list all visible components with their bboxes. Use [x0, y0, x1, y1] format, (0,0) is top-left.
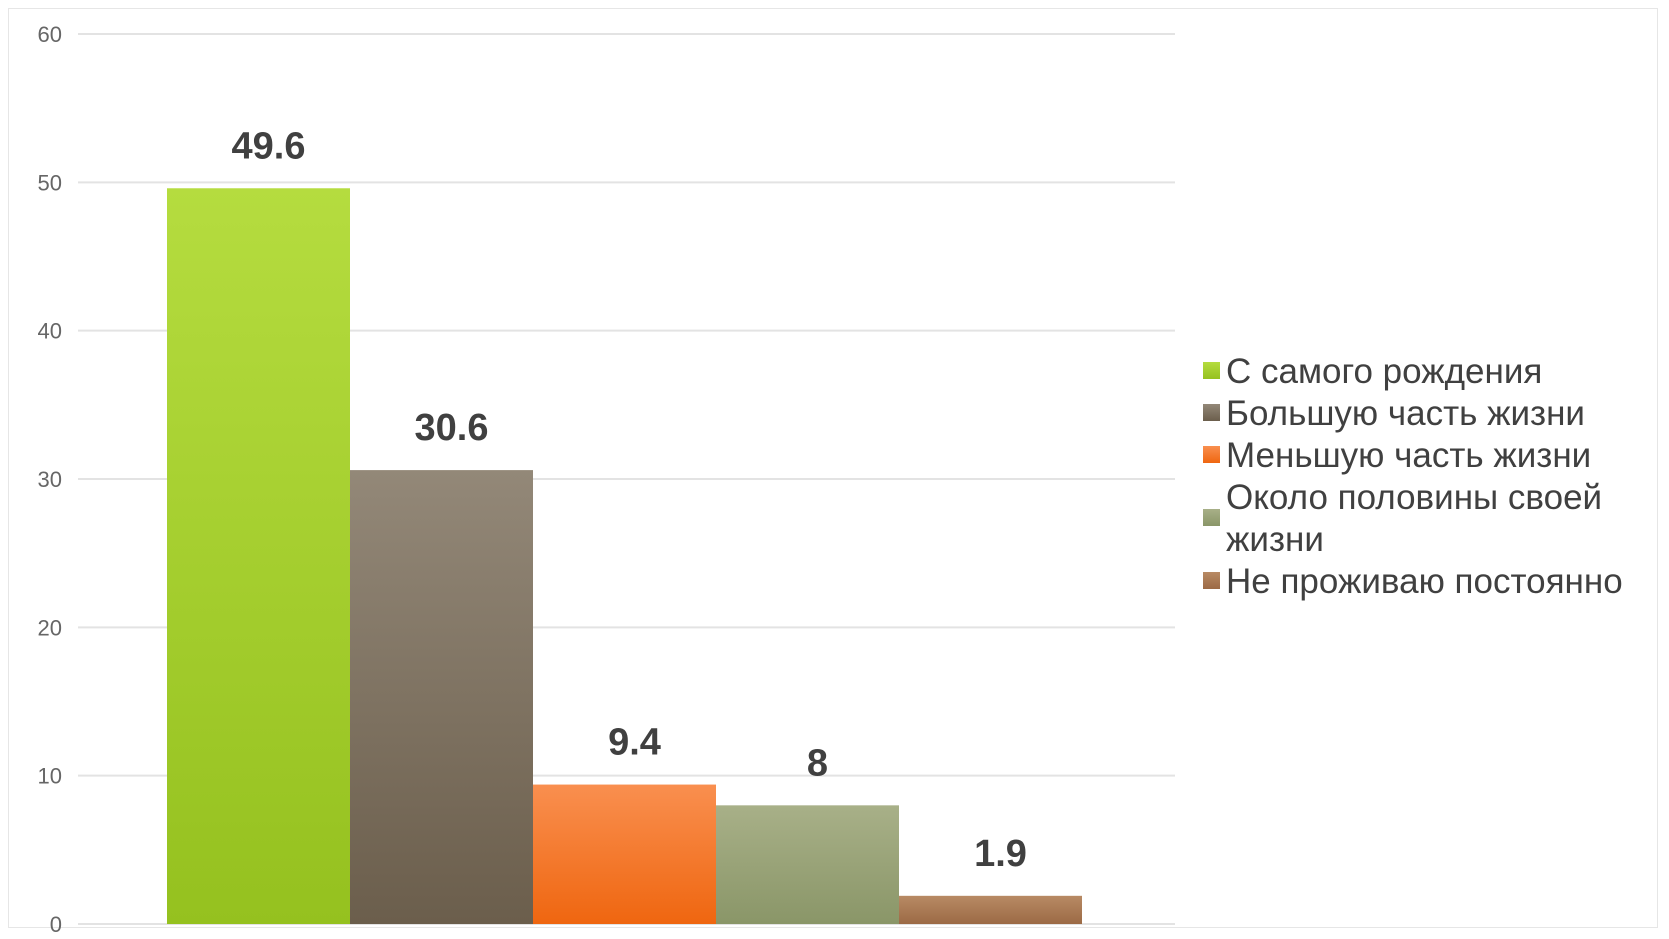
data-labels: 49.6 30.6 9.4 8 1.9	[232, 125, 1027, 875]
y-tick-label: 20	[38, 615, 62, 640]
bar-2	[350, 470, 533, 924]
legend-label-4: Около половины своей	[1226, 478, 1602, 517]
y-tick-label: 10	[38, 764, 62, 789]
y-tick-label: 60	[38, 22, 62, 47]
legend-swatch-4	[1203, 509, 1220, 526]
legend-swatch-2	[1203, 404, 1220, 421]
data-label-3: 9.4	[608, 722, 661, 764]
legend-label-1: С самого рождения	[1226, 352, 1542, 391]
y-tick-label: 50	[38, 170, 62, 195]
legend-label-3: Меньшую часть жизни	[1226, 436, 1591, 475]
data-label-1: 49.6	[232, 125, 306, 167]
y-tick-label: 30	[38, 467, 62, 492]
data-label-5: 1.9	[974, 833, 1027, 875]
chart-frame	[8, 8, 1658, 928]
legend-swatch-1	[1203, 362, 1220, 379]
bars	[167, 188, 1082, 924]
bar-1	[167, 188, 350, 924]
bar-5	[899, 895, 1082, 924]
legend-swatch-3	[1203, 446, 1220, 463]
legend-label-2: Большую часть жизни	[1226, 394, 1585, 433]
legend-swatch-5	[1203, 572, 1220, 589]
data-label-4: 8	[807, 742, 828, 784]
legend-label-5: Не проживаю постоянно	[1226, 562, 1623, 601]
bar-3	[533, 784, 716, 924]
y-tick-label: 0	[50, 912, 62, 937]
bar-4	[716, 805, 899, 924]
y-tick-label: 40	[38, 319, 62, 344]
legend-label-4: жизни	[1226, 520, 1324, 559]
data-label-2: 30.6	[415, 407, 489, 449]
y-axis-tick-labels: 0 10 20 30 40 50 60	[38, 22, 62, 937]
